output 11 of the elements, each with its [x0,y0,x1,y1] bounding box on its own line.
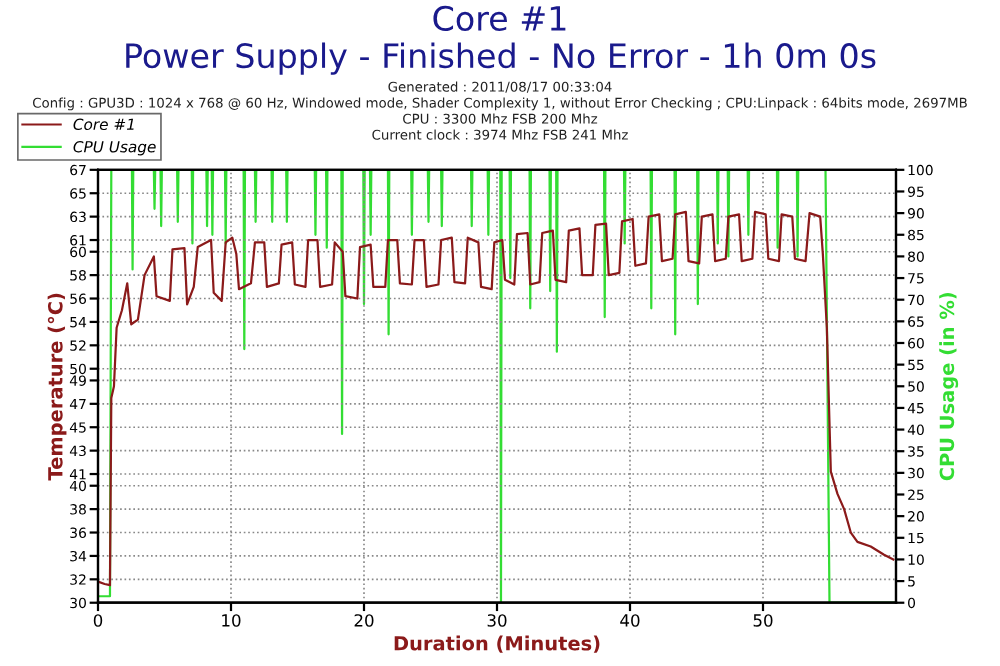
x-tick-label: 40 [620,614,640,627]
y2-axis-title: CPU Usage (in %) [939,292,959,481]
x-tick-label: 50 [753,614,773,627]
x-tick-label: 10 [222,614,241,627]
x-axis-title: Duration (Minutes) [394,635,600,653]
chart-subtitle: Power Supply - Finished - No Error - 1h 0m 0s [126,42,876,75]
x-tick-label: 0 [93,614,103,627]
chart-title: Core #1 [433,5,566,31]
y-axis-title: Temperature (°C) [47,293,67,481]
x-tick-label: 30 [487,614,507,627]
x-tick-label: 20 [354,614,374,627]
